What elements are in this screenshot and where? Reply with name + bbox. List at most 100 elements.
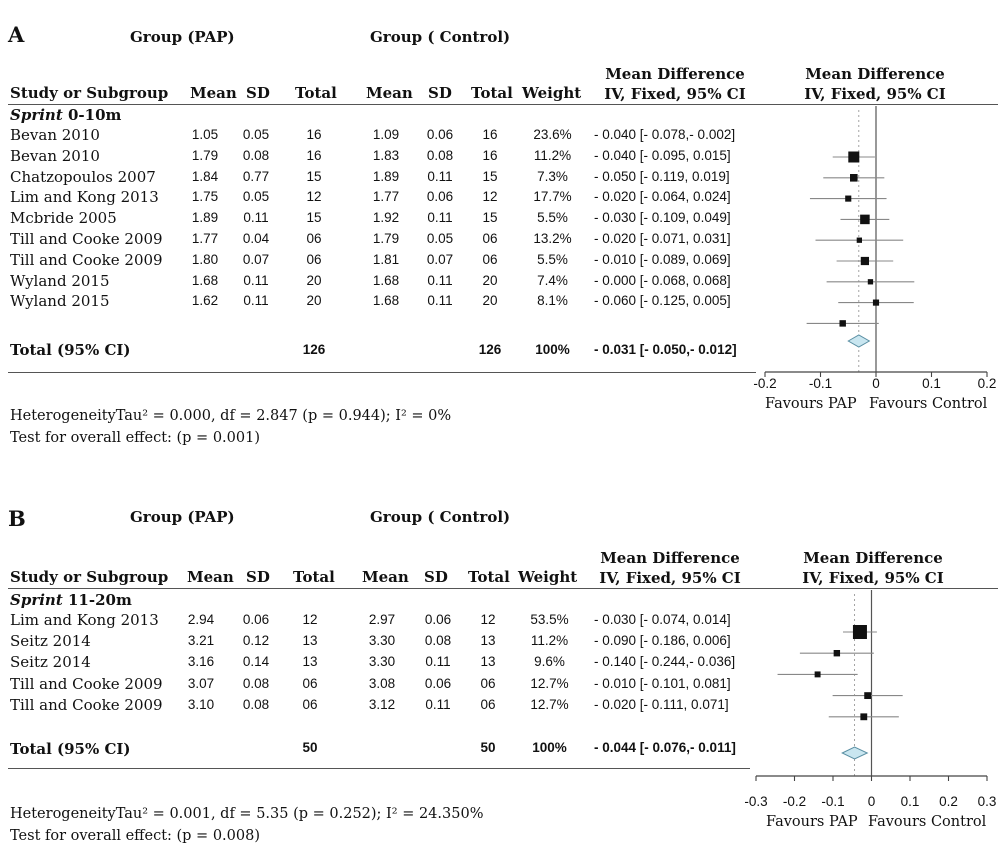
control-mean: 1.81 xyxy=(372,251,400,267)
pap-total: 15 xyxy=(306,168,322,184)
x-tick-label: -0.1 xyxy=(821,794,844,809)
x-tick-label: -0.3 xyxy=(744,794,767,809)
study-weight: 11.2% xyxy=(530,633,569,649)
x-tick-label: 0 xyxy=(868,794,876,809)
total-ctl-n: 50 xyxy=(480,740,496,755)
subgroup-label: Sprint xyxy=(10,591,63,609)
control-sd: 0.07 xyxy=(426,251,454,267)
plot-header: Mean Difference IV, Fixed, 95% CI xyxy=(795,64,955,104)
x-tick-label: 0.2 xyxy=(939,794,958,809)
pap-sd: 0.11 xyxy=(243,293,269,309)
pap-total: 15 xyxy=(306,210,322,226)
col-pap-mean-header: Mean xyxy=(190,84,237,102)
pap-mean: 3.16 xyxy=(187,654,215,670)
pap-mean: 1.62 xyxy=(191,293,219,309)
x-tick-label: 0 xyxy=(872,376,880,391)
col-pap-total-header: Total xyxy=(293,568,335,586)
study-point-estimate xyxy=(860,256,870,266)
pap-mean: 1.89 xyxy=(191,210,219,226)
control-total: 13 xyxy=(480,654,496,670)
control-mean: 1.68 xyxy=(372,272,400,288)
control-total: 16 xyxy=(482,127,498,142)
subgroup-range: 0-10m xyxy=(62,106,122,124)
control-total: 15 xyxy=(482,168,498,184)
pap-total: 06 xyxy=(302,675,318,691)
study-ci-text: - 0.000 [- 0.068, 0.068] xyxy=(594,272,731,288)
study-ci-text: - 0.060 [- 0.125, 0.005] xyxy=(594,293,731,309)
x-tick-label: 0.2 xyxy=(978,376,997,391)
control-sd: 0.11 xyxy=(425,696,451,712)
study-name: Mcbride 2005 xyxy=(10,209,117,228)
favours-control-label: Favours Control xyxy=(868,814,987,830)
control-total: 15 xyxy=(482,210,498,226)
study-weight: 5.5% xyxy=(537,251,568,267)
total-ci-text: - 0.044 [- 0.076,- 0.011] xyxy=(594,740,736,755)
study-weight: 17.7% xyxy=(533,189,572,205)
heterogeneity-text: HeterogeneityTau² = 0.000, df = 2.847 (p… xyxy=(10,408,452,424)
study-name: Wyland 2015 xyxy=(10,292,110,311)
control-total: 12 xyxy=(482,189,498,205)
total-ci-text: - 0.031 [- 0.050,- 0.012] xyxy=(594,342,737,357)
control-total: 06 xyxy=(480,696,496,712)
control-sd: 0.06 xyxy=(426,127,454,142)
study-name: Lim and Kong 2013 xyxy=(10,188,159,207)
group-control-heading: Group ( Control) xyxy=(370,28,511,46)
pap-mean: 1.68 xyxy=(191,272,219,288)
pap-total: 20 xyxy=(306,272,322,288)
study-name: Chatzopoulos 2007 xyxy=(10,167,156,186)
control-total: 13 xyxy=(480,633,496,649)
x-tick-label: 0.1 xyxy=(901,794,920,809)
pap-mean: 1.79 xyxy=(191,147,219,163)
study-ci-text: - 0.140 [- 0.244,- 0.036] xyxy=(594,654,736,670)
pap-sd: 0.08 xyxy=(242,696,270,712)
pap-mean: 3.21 xyxy=(187,633,215,649)
control-sd: 0.06 xyxy=(426,189,454,205)
header-rule xyxy=(8,588,998,589)
pap-mean: 1.75 xyxy=(191,189,219,205)
control-mean: 1.09 xyxy=(372,127,400,142)
study-name: Bevan 2010 xyxy=(10,146,100,165)
pap-sd: 0.05 xyxy=(242,189,270,205)
control-mean: 3.12 xyxy=(368,696,396,712)
study-point-estimate xyxy=(833,649,841,657)
study-point-estimate xyxy=(860,214,870,225)
total-pap-n: 126 xyxy=(302,342,326,357)
favours-pap-label: Favours PAP xyxy=(765,396,857,412)
total-label: Total (95% CI) xyxy=(10,740,131,758)
control-total: 20 xyxy=(482,293,498,309)
pap-total: 06 xyxy=(306,251,322,267)
pap-sd: 0.06 xyxy=(242,612,270,627)
md-title: Mean Difference xyxy=(605,65,745,83)
x-tick-label: -0.2 xyxy=(753,376,776,391)
plot-header: Mean Difference IV, Fixed, 95% CI xyxy=(793,548,953,588)
pap-sd: 0.08 xyxy=(242,147,270,163)
total-weight: 100% xyxy=(535,342,570,357)
study-weight: 9.6% xyxy=(534,654,565,670)
study-ci-text: - 0.010 [- 0.101, 0.081] xyxy=(594,675,731,691)
x-tick-label: 0.1 xyxy=(922,376,941,391)
pap-sd: 0.11 xyxy=(243,272,269,288)
study-weight: 12.7% xyxy=(530,675,569,691)
heterogeneity-text: HeterogeneityTau² = 0.001, df = 5.35 (p … xyxy=(10,806,484,822)
study-point-estimate xyxy=(867,279,874,285)
col-pap-sd-header: SD xyxy=(246,568,270,586)
study-ci-text: - 0.010 [- 0.089, 0.069] xyxy=(594,251,731,267)
study-point-estimate xyxy=(845,195,852,202)
control-total: 06 xyxy=(480,675,496,691)
study-name: Bevan 2010 xyxy=(10,126,100,144)
control-mean: 3.30 xyxy=(368,633,396,649)
control-sd: 0.11 xyxy=(427,272,453,288)
control-mean: 1.92 xyxy=(372,210,400,226)
pap-sd: 0.77 xyxy=(242,168,270,184)
pap-mean: 3.07 xyxy=(187,675,215,691)
overall-effect-text: Test for overall effect: (p = 0.001) xyxy=(10,430,260,446)
pap-total: 06 xyxy=(302,696,318,712)
col-ctl-sd-header: SD xyxy=(424,568,448,586)
study-weight: 53.5% xyxy=(530,612,569,627)
control-mean: 1.68 xyxy=(372,293,400,309)
pap-mean: 2.94 xyxy=(187,612,215,627)
study-weight: 7.4% xyxy=(537,272,568,288)
panel-letter: B xyxy=(8,506,26,531)
pooled-effect-diamond xyxy=(847,334,871,348)
col-ctl-mean-header: Mean xyxy=(366,84,413,102)
